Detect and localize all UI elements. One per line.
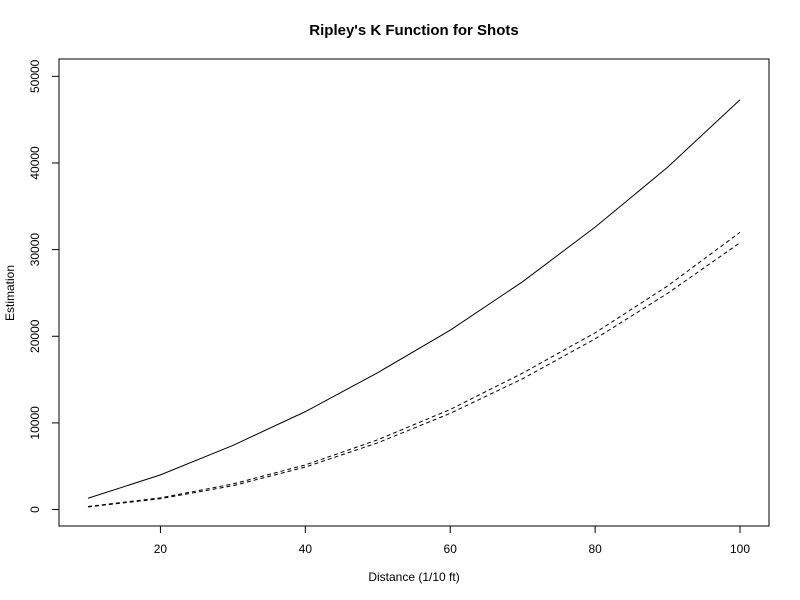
- x-tick-label: 40: [299, 542, 313, 556]
- x-tick-label: 80: [588, 542, 602, 556]
- y-tick-label: 40000: [28, 146, 42, 180]
- y-tick-label: 30000: [28, 233, 42, 267]
- x-tick-label: 60: [444, 542, 458, 556]
- y-tick-label: 50000: [28, 59, 42, 93]
- x-axis: 20 40 60 80 100: [154, 525, 750, 556]
- x-tick-label: 20: [154, 542, 168, 556]
- chart-title: Ripley's K Function for Shots: [309, 22, 518, 39]
- y-axis-label: Estimation: [3, 265, 17, 321]
- series-line-2-dashed: [87, 231, 741, 508]
- y-tick-label: 10000: [28, 406, 42, 440]
- series-line-3-dashed: [87, 242, 741, 508]
- x-axis-label: Distance (1/10 ft): [368, 570, 459, 584]
- series-group: [87, 99, 741, 508]
- series-line-1-solid: [87, 99, 741, 499]
- y-axis: 0 10000 20000 30000 40000 50000: [28, 59, 60, 513]
- x-tick-label: 100: [730, 542, 750, 556]
- y-tick-label: 20000: [28, 319, 42, 353]
- y-tick-label: 0: [28, 506, 42, 513]
- plot-frame: [58, 58, 770, 527]
